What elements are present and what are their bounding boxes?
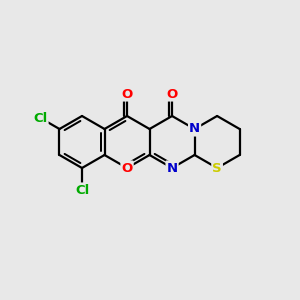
Text: O: O <box>122 88 133 100</box>
Text: S: S <box>212 161 222 175</box>
Text: O: O <box>167 88 178 100</box>
Text: N: N <box>189 122 200 136</box>
Text: Cl: Cl <box>75 184 89 196</box>
Text: N: N <box>167 161 178 175</box>
Text: Cl: Cl <box>33 112 48 124</box>
Text: O: O <box>122 161 133 175</box>
